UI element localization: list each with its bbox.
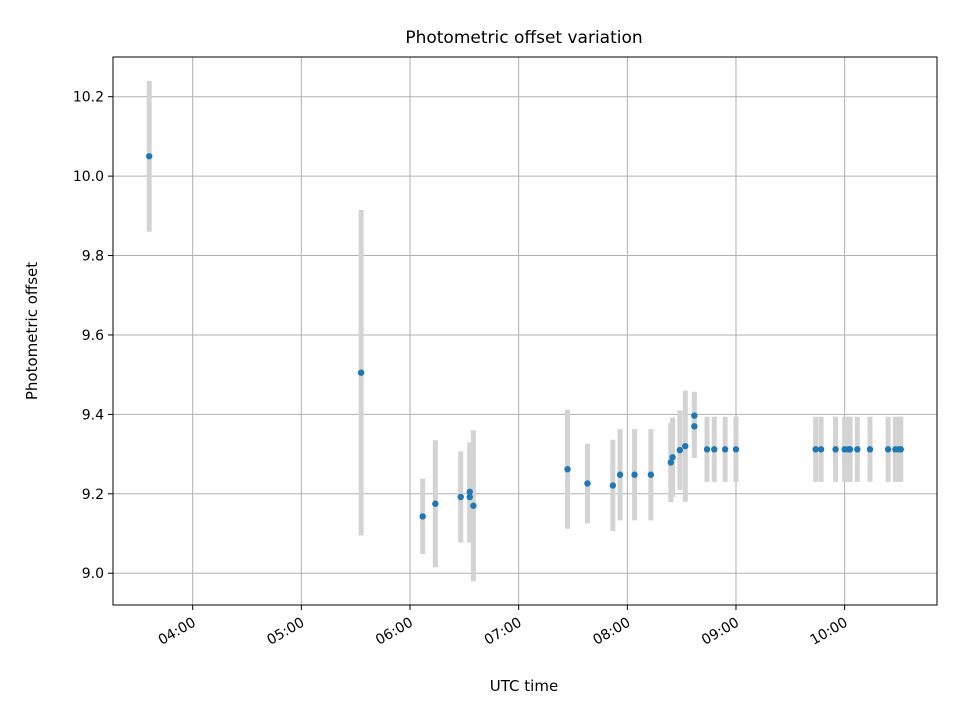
data-point: [667, 459, 674, 466]
error-bars: [146, 80, 904, 582]
data-points: [146, 153, 904, 520]
data-point: [584, 480, 591, 487]
data-point: [711, 446, 718, 453]
x-tick-label: 04:00: [156, 615, 199, 649]
data-point: [466, 493, 473, 501]
x-tick-label: 09:00: [699, 615, 742, 649]
data-point: [669, 454, 676, 461]
y-axis: 9.0 9.2 9.4 9.6 9.8 10.0 10.2: [73, 90, 113, 582]
data-point: [691, 412, 698, 419]
y-tick-label: 9.0: [82, 566, 104, 582]
data-point: [854, 446, 861, 453]
data-point: [721, 446, 729, 453]
data-point: [457, 493, 464, 501]
x-tick-label: 05:00: [264, 615, 307, 649]
data-point: [647, 471, 655, 478]
data-point: [732, 446, 740, 453]
data-point: [146, 153, 153, 160]
data-point: [432, 500, 439, 507]
data-point: [631, 471, 638, 478]
data-point: [609, 482, 617, 489]
data-point: [564, 465, 571, 473]
data-point: [470, 502, 477, 509]
data-point: [884, 446, 892, 453]
data-point: [897, 446, 904, 453]
data-point: [676, 446, 684, 454]
y-tick-label: 9.4: [82, 407, 104, 423]
y-axis-label: Photometric offset: [23, 262, 41, 400]
grid-lines: [113, 57, 937, 605]
x-tick-label: 08:00: [590, 615, 633, 649]
x-tick-label: 07:00: [482, 615, 525, 649]
chart-title: Photometric offset variation: [405, 28, 642, 48]
data-point: [817, 446, 825, 453]
data-point: [832, 446, 839, 453]
y-tick-label: 9.6: [82, 328, 104, 344]
y-tick-label: 10.2: [73, 90, 104, 106]
data-point: [616, 471, 624, 478]
x-tick-label: 10:00: [808, 615, 851, 649]
x-axis: 04:00 05:00 06:00 07:00 08:00 09:00 10:00: [156, 605, 851, 649]
data-point: [682, 442, 689, 450]
x-axis-label: UTC time: [490, 677, 558, 695]
data-point: [357, 369, 365, 376]
data-point: [866, 446, 874, 453]
x-tick-label: 06:00: [373, 615, 416, 649]
plot-frame: [112, 56, 938, 606]
data-point: [691, 423, 698, 430]
data-point: [846, 446, 854, 453]
y-tick-label: 9.8: [82, 249, 104, 265]
y-tick-label: 10.0: [73, 169, 104, 185]
data-point: [703, 446, 711, 453]
data-point: [812, 446, 819, 453]
data-point: [466, 488, 473, 496]
y-tick-label: 9.2: [82, 487, 104, 503]
data-point: [419, 513, 426, 520]
